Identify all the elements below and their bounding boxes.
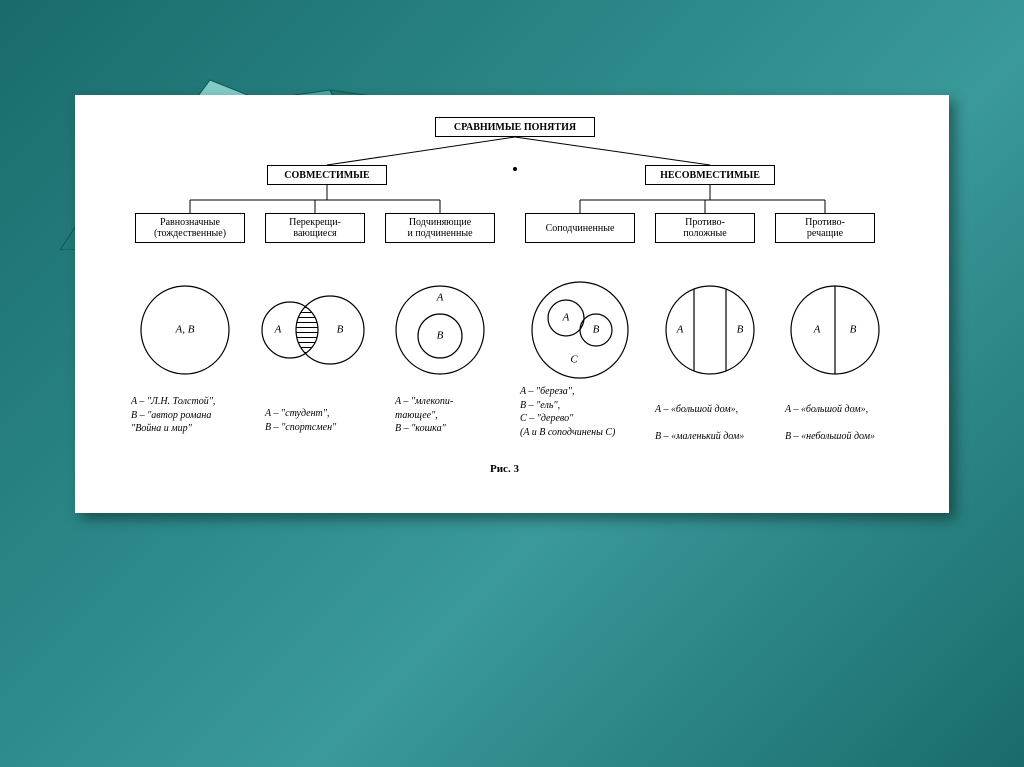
example-caption-5: A – «большой дом», B – «небольшой дом» bbox=[785, 403, 875, 444]
figure-caption: Рис. 3 bbox=[490, 463, 519, 475]
tree-box-contradict: Противо- речащие bbox=[775, 213, 875, 243]
tree-box-contrary: Противо- положные bbox=[655, 213, 755, 243]
svg-text:A: A bbox=[813, 324, 821, 336]
svg-text:B: B bbox=[437, 330, 444, 342]
tree-box-subord: Подчиняющие и подчиненные bbox=[385, 213, 495, 243]
venn-diagrams-row: A, B A B A B A B C A B A B bbox=[75, 265, 949, 405]
diagram-page: СРАВНИМЫЕ ПОНЯТИЯ A, BABABABCABAB Рис. 3… bbox=[75, 95, 949, 513]
tree-box-equiv: Равнозначные (тождественные) bbox=[135, 213, 245, 243]
example-caption-1: A – "студент", B – "спортсмен" bbox=[265, 407, 336, 434]
svg-text:A: A bbox=[274, 324, 282, 336]
svg-text:A: A bbox=[436, 292, 444, 304]
tree-box-incompatible: НЕСОВМЕСТИМЫЕ bbox=[645, 165, 775, 185]
svg-text:C: C bbox=[570, 354, 578, 366]
tree-box-compatible: СОВМЕСТИМЫЕ bbox=[267, 165, 387, 185]
example-caption-3: A – "береза", B – "ель", C – "дерево" (A… bbox=[520, 385, 615, 439]
svg-text:A, B: A, B bbox=[175, 324, 195, 336]
example-caption-2: A – "млекопи- тающее", B – "кошка" bbox=[395, 395, 453, 436]
tree-box-cross: Перекрещи- вающиеся bbox=[265, 213, 365, 243]
tree-box-coord: Соподчиненные bbox=[525, 213, 635, 243]
svg-text:B: B bbox=[593, 324, 600, 336]
svg-text:B: B bbox=[850, 324, 857, 336]
example-caption-4: A – «большой дом», B – «маленький дом» bbox=[655, 403, 744, 444]
example-caption-0: A – "Л.Н. Толстой", B – "автор романа "В… bbox=[131, 395, 215, 436]
svg-text:B: B bbox=[337, 324, 344, 336]
svg-text:A: A bbox=[562, 312, 570, 324]
svg-text:A: A bbox=[676, 324, 684, 336]
svg-text:B: B bbox=[737, 324, 744, 336]
